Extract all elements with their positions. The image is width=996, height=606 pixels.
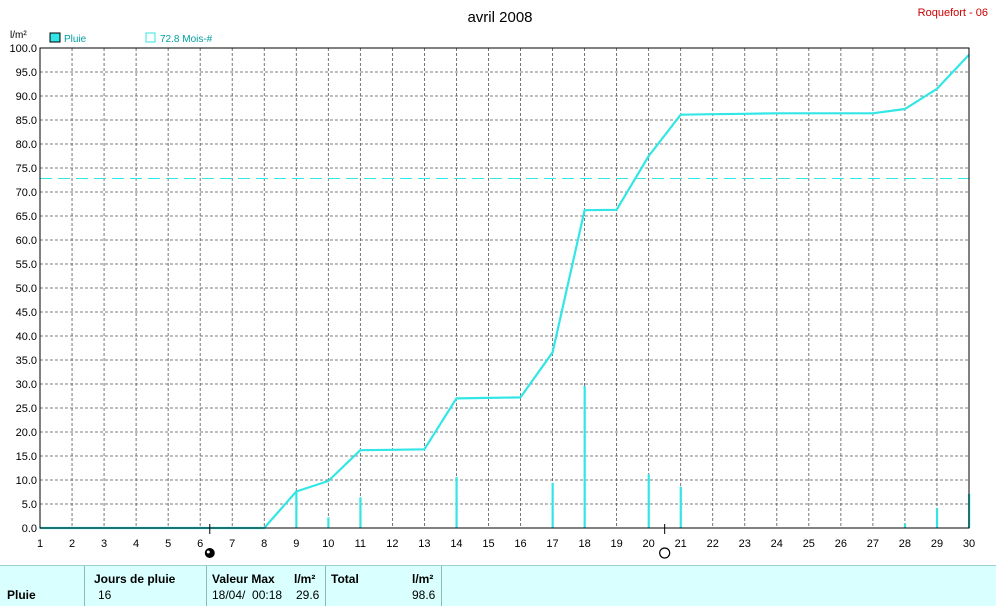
x-tick-label: 4: [133, 538, 139, 550]
y-tick-label: 15.0: [16, 451, 37, 463]
daily-rain-bar: [903, 523, 907, 528]
y-tick-label: 100.0: [9, 43, 37, 55]
daily-rain-bar: [327, 517, 330, 528]
y-axis-unit: l/m²: [10, 30, 27, 41]
x-tick-label: 5: [165, 538, 171, 550]
y-tick-label: 95.0: [16, 67, 37, 79]
x-tick-label: 12: [386, 538, 398, 550]
y-tick-label: 30.0: [16, 379, 37, 391]
x-tick-label: 11: [355, 538, 366, 550]
legend-swatch-average: [145, 32, 156, 43]
rain-chart: avril 2008 Roquefort - 06 l/m² Pluie 72.…: [9, 7, 988, 559]
x-tick-label: 2: [69, 538, 75, 550]
x-tick-label: 18: [578, 538, 590, 550]
y-tick-label: 5.0: [22, 499, 37, 511]
x-tick-label: 21: [675, 538, 687, 550]
daily-rain-bar: [935, 507, 939, 528]
daily-rain-bar: [679, 486, 682, 528]
y-tick-label: 85.0: [16, 115, 37, 127]
daily-rain-bar: [455, 477, 458, 528]
daily-rain-bar: [359, 497, 362, 528]
footer-jours-label: Jours de pluie: [94, 572, 176, 586]
y-tick-label: 35.0: [16, 355, 37, 367]
daily-rain-bars: [295, 385, 971, 528]
x-tick-label: 26: [835, 538, 847, 550]
cumulative-rain-series: [40, 53, 970, 530]
x-tick-label: 25: [803, 538, 815, 550]
y-tick-label: 65.0: [16, 211, 37, 223]
y-tick-label: 0.0: [22, 523, 37, 535]
x-tick-label: 20: [643, 538, 655, 550]
x-tick-label: 17: [546, 538, 558, 550]
y-tick-label: 50.0: [16, 283, 37, 295]
footer-total-unit: l/m²: [412, 572, 434, 586]
x-tick-label: 27: [867, 538, 879, 550]
y-tick-label: 25.0: [16, 403, 37, 415]
chart-title: avril 2008: [467, 9, 532, 26]
y-tick-label: 45.0: [16, 307, 37, 319]
footer-max-date: 18/04/ 00:18: [212, 588, 283, 602]
grid: [39, 47, 970, 529]
x-tick-label: 7: [229, 538, 235, 550]
summary-footer: Pluie Jours de pluie 16 Valeur Max l/m² …: [0, 565, 996, 606]
footer-jours-value: 16: [98, 588, 112, 602]
station-name: Roquefort - 06: [918, 7, 988, 19]
new-moon-icon: [204, 548, 215, 558]
x-tick-label: 29: [931, 538, 943, 550]
daily-rain-bar: [647, 474, 650, 528]
daily-rain-bar: [583, 385, 586, 528]
footer-row-label: Pluie: [7, 588, 36, 602]
plot-frame: [39, 47, 970, 529]
x-tick-label: 30: [963, 538, 975, 550]
footer-total-value: 98.6: [412, 588, 436, 602]
x-tick-labels: 1 2 3 4 5 6 7 8 9 10 11 12 13 14 15 16 17 18 19 20 21 22 23 24 2…: [37, 538, 975, 550]
x-tick-label: 16: [514, 538, 526, 550]
x-tick-label: 23: [739, 538, 751, 550]
x-tick-label: 9: [293, 538, 299, 550]
x-tick-label: 19: [610, 538, 622, 550]
y-tick-label: 10.0: [16, 475, 37, 487]
x-tick-label: 22: [707, 538, 719, 550]
x-tick-label: 10: [322, 538, 334, 550]
moon-phases: [204, 524, 671, 559]
x-tick-label: 14: [450, 538, 462, 550]
legend: Pluie 72.8 Mois-#: [49, 32, 213, 45]
footer-total-label: Total: [331, 572, 359, 586]
x-tick-label: 15: [482, 538, 494, 550]
daily-rain-bar: [551, 482, 554, 528]
y-tick-label: 80.0: [16, 139, 37, 151]
cumulative-rain-line: [40, 53, 970, 530]
y-tick-label: 60.0: [16, 235, 37, 247]
y-tick-label: 75.0: [16, 163, 37, 175]
y-tick-label: 20.0: [16, 427, 37, 439]
legend-label-rain: Pluie: [64, 34, 87, 45]
footer-max-value: 29.6: [296, 588, 320, 602]
y-tick-label: 40.0: [16, 331, 37, 343]
x-tick-label: 24: [771, 538, 783, 550]
footer-max-label: Valeur Max: [212, 572, 275, 586]
legend-swatch-rain: [49, 32, 61, 43]
y-tick-label: 55.0: [16, 259, 37, 271]
y-tick-label: 90.0: [16, 91, 37, 103]
x-tick-label: 13: [418, 538, 430, 550]
y-tick-label: 70.0: [16, 187, 37, 199]
y-tick-labels: 0.0 5.0 10.0 15.0 20.0 25.0 30.0 35.0 40.0 45.0 50…: [9, 43, 37, 535]
daily-rain-bar: [295, 491, 298, 528]
new-moon-highlight: [206, 550, 210, 554]
full-moon-icon: [659, 547, 671, 559]
x-tick-label: 8: [261, 538, 267, 550]
legend-label-average: 72.8 Mois-#: [160, 34, 213, 45]
x-tick-label: 6: [197, 538, 203, 550]
x-tick-label: 1: [37, 538, 43, 550]
footer-max-unit: l/m²: [294, 572, 316, 586]
x-tick-label: 28: [899, 538, 911, 550]
x-tick-label: 3: [101, 538, 107, 550]
